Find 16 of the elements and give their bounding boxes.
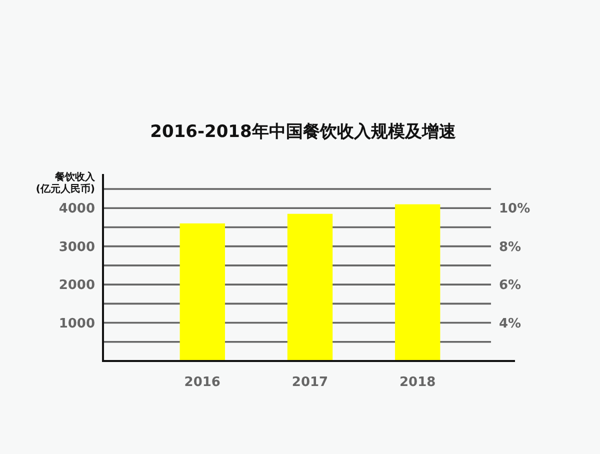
y2-tick-label: 10% [499, 202, 530, 217]
y-axis-title: 餐饮收入 (亿元人民币) [36, 171, 96, 195]
y2-tick-label: 6% [499, 278, 522, 294]
y2-tick-label: 4% [499, 316, 522, 332]
x-tick-label: 2016 [184, 375, 220, 390]
y-tick-label: 2000 [58, 278, 95, 294]
y-tick-label: 1000 [58, 316, 95, 332]
x-tick-label: 2018 [400, 375, 436, 390]
y2-tick-label: 8% [499, 240, 522, 255]
bar [180, 223, 225, 361]
bar [395, 204, 440, 361]
y-tick-label: 3000 [58, 240, 95, 255]
chart-title: 2016-2018年中国餐饮收入规模及增速 [150, 122, 456, 142]
x-tick-label: 2017 [292, 375, 328, 390]
y-tick-label: 4000 [58, 202, 95, 217]
bar [287, 214, 333, 361]
